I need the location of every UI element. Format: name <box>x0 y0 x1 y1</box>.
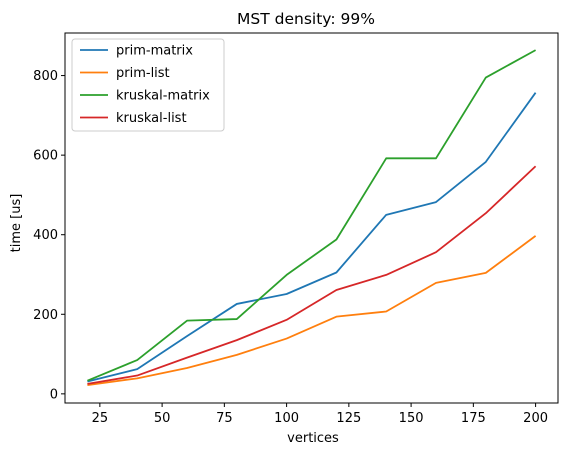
series-line-prim-matrix <box>87 92 537 383</box>
y-tick-label: 0 <box>50 387 58 402</box>
chart-title: MST density: 99% <box>237 10 375 28</box>
x-tick-label: 200 <box>523 411 548 426</box>
y-tick-label: 200 <box>33 308 58 323</box>
legend-label: kruskal-list <box>116 111 187 126</box>
legend-box <box>71 38 225 132</box>
series-line-kruskal-matrix <box>87 49 537 382</box>
x-tick-label: 100 <box>274 411 299 426</box>
y-tick-label: 800 <box>33 69 58 84</box>
axis-ticks: 25 50 75 100 125 150 175 200 0 200 400 600 800 <box>33 69 548 426</box>
x-tick-label: 175 <box>461 411 486 426</box>
x-axis-label: vertices <box>287 431 339 446</box>
x-tick-label: 125 <box>336 411 361 426</box>
x-tick-label: 50 <box>154 411 171 426</box>
y-tick-label: 400 <box>33 228 58 243</box>
x-tick-label: 25 <box>92 411 109 426</box>
legend-label: prim-matrix <box>116 44 193 59</box>
series-line-prim-list <box>87 235 537 386</box>
plot-frame <box>64 32 559 404</box>
series-line-kruskal-list <box>87 165 537 385</box>
legend-label: prim-list <box>116 66 170 81</box>
legend: prim-matrix prim-list kruskal-matrix kruska… <box>71 38 225 132</box>
x-tick-label: 75 <box>216 411 233 426</box>
x-tick-label: 150 <box>399 411 424 426</box>
y-axis-label: time [us] <box>9 194 24 253</box>
legend-label: kruskal-matrix <box>116 89 210 104</box>
y-tick-label: 600 <box>33 149 58 164</box>
plot-area <box>87 49 537 386</box>
